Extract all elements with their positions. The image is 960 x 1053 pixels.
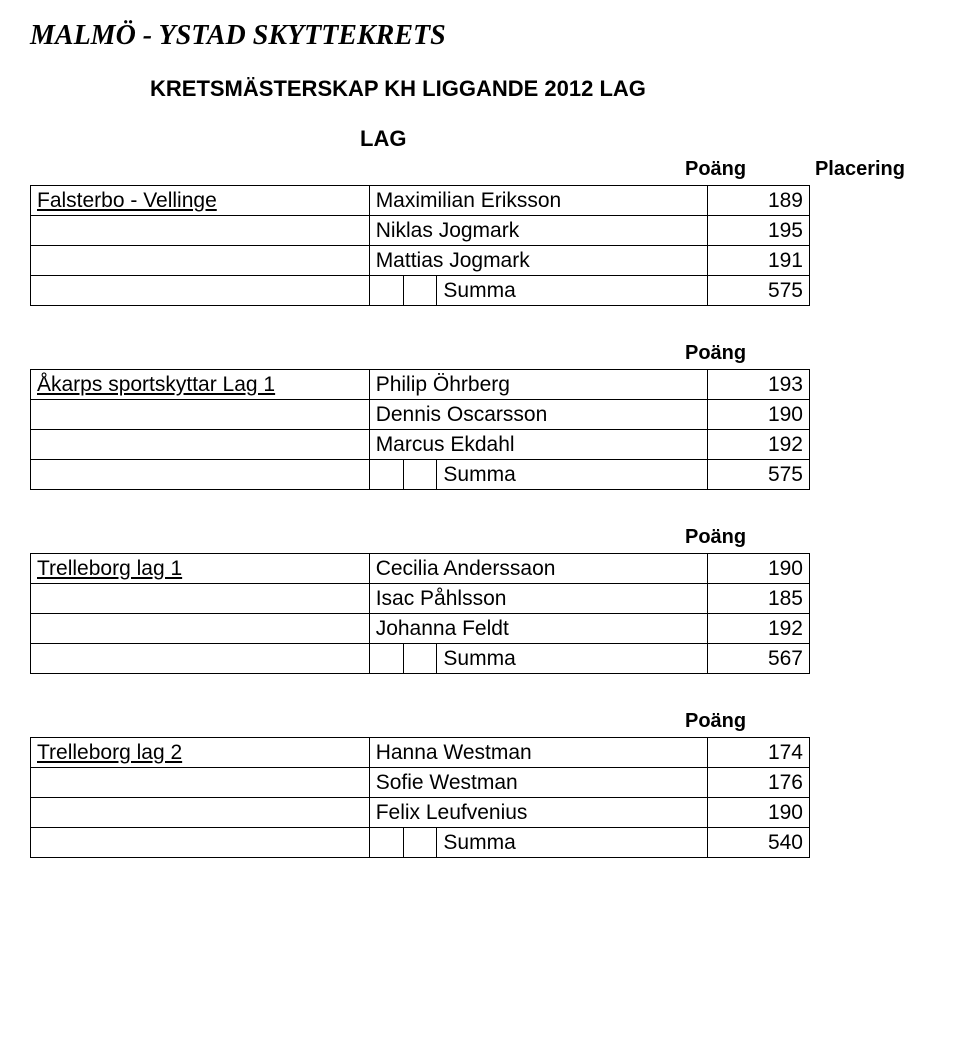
team-name-cell: Trelleborg lag 2 — [31, 738, 370, 768]
team-name-cell — [31, 430, 370, 460]
header-poang: Poäng — [685, 158, 775, 181]
empty-cell — [369, 460, 403, 490]
member-score-cell: 193 — [708, 370, 810, 400]
team-table: Trelleborg lag 1Cecilia Anderssaon190Isa… — [30, 553, 810, 674]
table-row: Trelleborg lag 2Hanna Westman174 — [31, 738, 810, 768]
summa-row: Summa540 — [31, 828, 810, 858]
member-name-cell: Philip Öhrberg — [369, 370, 708, 400]
member-name-cell: Mattias Jogmark — [369, 246, 708, 276]
member-name-cell: Isac Påhlsson — [369, 584, 708, 614]
table-wrap: Trelleborg lag 2Hanna Westman174Sofie We… — [30, 737, 930, 858]
team-table: Falsterbo - VellingeMaximilian Eriksson1… — [30, 185, 810, 306]
member-score-cell: 174 — [708, 738, 810, 768]
table-row: Niklas Jogmark195 — [31, 216, 810, 246]
team-name-cell — [31, 584, 370, 614]
team-table: Åkarps sportskyttar Lag 1Philip Öhrberg1… — [30, 369, 810, 490]
summa-row: Summa575 — [31, 460, 810, 490]
member-name-cell: Cecilia Anderssaon — [369, 554, 708, 584]
block-poang-header: Poäng — [685, 526, 930, 549]
member-score-cell: 176 — [708, 768, 810, 798]
team-block: Poäng Trelleborg lag 2Hanna Westman174Sof… — [30, 710, 930, 858]
team-name-cell — [31, 246, 370, 276]
table-row: Dennis Oscarsson190 — [31, 400, 810, 430]
empty-cell — [403, 276, 437, 306]
member-score-cell: 192 — [708, 430, 810, 460]
table-row: Marcus Ekdahl192 — [31, 430, 810, 460]
member-name-cell: Hanna Westman — [369, 738, 708, 768]
block-poang-header: Poäng — [685, 342, 930, 365]
table-row: Falsterbo - VellingeMaximilian Eriksson1… — [31, 186, 810, 216]
member-name-cell: Johanna Feldt — [369, 614, 708, 644]
member-score-cell: 189 — [708, 186, 810, 216]
empty-cell — [369, 276, 403, 306]
table-row: Felix Leufvenius190 — [31, 798, 810, 828]
empty-cell — [31, 828, 370, 858]
team-name-cell: Falsterbo - Vellinge — [31, 186, 370, 216]
team-blocks: Falsterbo - VellingeMaximilian Eriksson1… — [30, 185, 930, 858]
team-block: Falsterbo - VellingeMaximilian Eriksson1… — [30, 185, 930, 306]
table-row: Sofie Westman176 — [31, 768, 810, 798]
member-name-cell: Dennis Oscarsson — [369, 400, 708, 430]
header-placering: Placering — [775, 158, 905, 181]
member-score-cell: 190 — [708, 400, 810, 430]
team-block: Poäng Åkarps sportskyttar Lag 1Philip Öhr… — [30, 342, 930, 490]
org-title: MALMÖ - YSTAD SKYTTEKRETS — [30, 20, 930, 52]
table-wrap: Åkarps sportskyttar Lag 1Philip Öhrberg1… — [30, 369, 930, 490]
team-name-cell — [31, 768, 370, 798]
member-score-cell: 191 — [708, 246, 810, 276]
member-score-cell: 195 — [708, 216, 810, 246]
table-wrap: Falsterbo - VellingeMaximilian Eriksson1… — [30, 185, 930, 306]
table-wrap: Trelleborg lag 1Cecilia Anderssaon190Isa… — [30, 553, 930, 674]
team-name-cell — [31, 400, 370, 430]
summa-row: Summa575 — [31, 276, 810, 306]
team-name-cell — [31, 798, 370, 828]
table-row: Isac Påhlsson185 — [31, 584, 810, 614]
summa-value-cell: 575 — [708, 276, 810, 306]
team-name-cell — [31, 614, 370, 644]
empty-cell — [369, 828, 403, 858]
summa-value-cell: 567 — [708, 644, 810, 674]
member-score-cell: 190 — [708, 798, 810, 828]
empty-cell — [31, 276, 370, 306]
empty-cell — [31, 644, 370, 674]
summa-value-cell: 540 — [708, 828, 810, 858]
member-score-cell: 190 — [708, 554, 810, 584]
empty-cell — [403, 460, 437, 490]
member-score-cell: 185 — [708, 584, 810, 614]
column-headers: Poäng Placering — [30, 158, 930, 181]
table-row: Mattias Jogmark191 — [31, 246, 810, 276]
summa-label-cell: Summa — [437, 460, 708, 490]
block-poang-header: Poäng — [685, 710, 930, 733]
team-name-cell: Trelleborg lag 1 — [31, 554, 370, 584]
member-name-cell: Felix Leufvenius — [369, 798, 708, 828]
member-name-cell: Maximilian Eriksson — [369, 186, 708, 216]
summa-value-cell: 575 — [708, 460, 810, 490]
team-block: Poäng Trelleborg lag 1Cecilia Anderssaon1… — [30, 526, 930, 674]
summa-label-cell: Summa — [437, 828, 708, 858]
table-row: Trelleborg lag 1Cecilia Anderssaon190 — [31, 554, 810, 584]
member-name-cell: Marcus Ekdahl — [369, 430, 708, 460]
empty-cell — [31, 460, 370, 490]
team-table: Trelleborg lag 2Hanna Westman174Sofie We… — [30, 737, 810, 858]
member-score-cell: 192 — [708, 614, 810, 644]
empty-cell — [403, 828, 437, 858]
member-name-cell: Niklas Jogmark — [369, 216, 708, 246]
summa-row: Summa567 — [31, 644, 810, 674]
table-row: Johanna Feldt192 — [31, 614, 810, 644]
summa-label-cell: Summa — [437, 644, 708, 674]
lag-label: LAG — [360, 126, 930, 152]
team-name-cell — [31, 216, 370, 246]
team-name-cell: Åkarps sportskyttar Lag 1 — [31, 370, 370, 400]
empty-cell — [403, 644, 437, 674]
table-row: Åkarps sportskyttar Lag 1Philip Öhrberg1… — [31, 370, 810, 400]
empty-cell — [369, 644, 403, 674]
summa-label-cell: Summa — [437, 276, 708, 306]
event-title: KRETSMÄSTERSKAP KH LIGGANDE 2012 LAG — [150, 76, 930, 102]
member-name-cell: Sofie Westman — [369, 768, 708, 798]
